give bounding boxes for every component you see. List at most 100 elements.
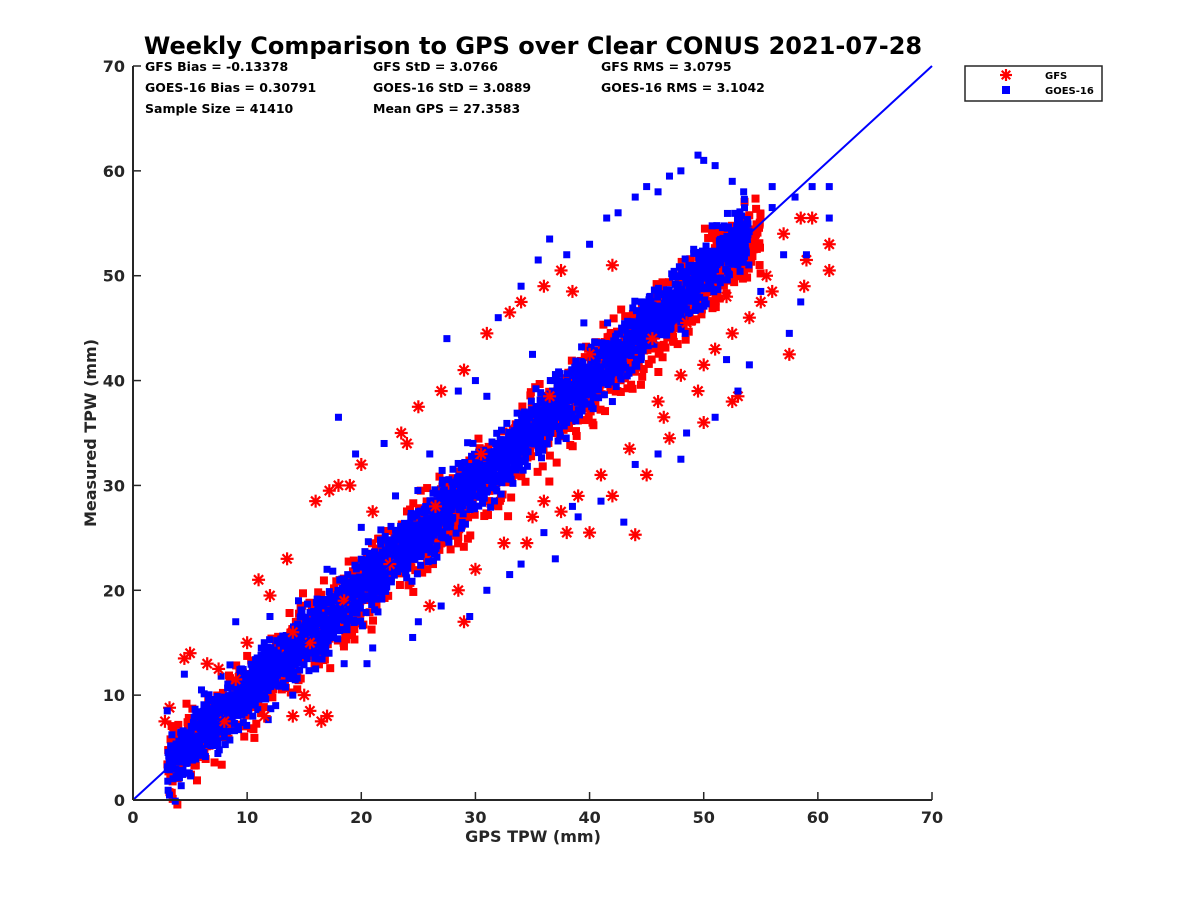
gfs-point	[708, 342, 722, 356]
gfs-cloud-point	[339, 638, 348, 647]
goes-cloud-point	[245, 707, 253, 715]
goes-cloud-point	[512, 464, 520, 472]
goes-cloud-point	[679, 295, 687, 303]
stat-goes-bias: GOES-16 Bias = 0.30791	[145, 80, 316, 95]
goes-cloud-point	[691, 272, 699, 280]
goes-cloud-point	[650, 286, 658, 294]
goes-cloud-point	[516, 421, 524, 429]
goes-cloud-point	[662, 323, 670, 331]
goes-cloud-point	[208, 709, 216, 717]
goes-cloud-point	[187, 722, 195, 730]
goes-cloud-point	[341, 584, 349, 592]
x-tick-label: 40	[578, 808, 600, 827]
gfs-cloud-point	[738, 274, 747, 283]
goes-point	[220, 733, 228, 741]
goes-cloud-point	[266, 636, 274, 644]
goes-point	[734, 387, 742, 395]
goes-point	[546, 235, 554, 243]
gfs-cloud-point	[192, 776, 201, 785]
goes-cloud-point	[260, 651, 268, 659]
gfs-point	[366, 505, 380, 519]
gfs-cloud-point	[407, 563, 416, 572]
goes-cloud-point	[440, 508, 448, 516]
goes-cloud-point	[602, 339, 610, 347]
gfs-cloud-point	[240, 732, 249, 741]
gfs-cloud-point	[527, 452, 536, 461]
goes-cloud-point	[221, 697, 229, 705]
goes-cloud-point	[681, 315, 689, 323]
gfs-cloud-point	[715, 228, 724, 237]
goes-cloud-point	[378, 595, 386, 603]
goes-cloud-point	[551, 419, 559, 427]
goes-point	[580, 319, 588, 327]
goes-cloud-point	[681, 255, 689, 263]
goes-cloud-point	[643, 326, 651, 334]
goes-cloud-point	[587, 385, 595, 393]
goes-point	[551, 555, 559, 563]
gfs-series	[158, 211, 836, 728]
goes-cloud-point	[504, 454, 512, 462]
goes-cloud-point	[262, 695, 270, 703]
goes-cloud-point	[432, 510, 440, 518]
gfs-cloud-point	[250, 733, 259, 742]
gfs-cloud-point	[580, 416, 589, 425]
goes-point	[768, 183, 776, 191]
legend-goes-square-marker	[1002, 86, 1010, 94]
goes-cloud-point	[291, 660, 299, 668]
goes-cloud-point	[285, 675, 293, 683]
goes-cloud-point	[650, 340, 658, 348]
goes-cloud-point	[405, 529, 413, 537]
goes-cloud-point	[573, 393, 581, 401]
goes-cloud-point	[606, 347, 614, 355]
gfs-cloud-point	[644, 359, 653, 368]
gfs-cloud-point	[247, 656, 256, 665]
goes-cloud-point	[655, 326, 663, 334]
goes-cloud-point	[259, 664, 267, 672]
gfs-point	[457, 363, 471, 377]
y-tick-label: 10	[103, 686, 125, 705]
goes-cloud-point	[651, 307, 659, 315]
goes-cloud-point	[678, 272, 686, 280]
goes-cloud-point	[271, 676, 279, 684]
goes-cloud-point	[234, 723, 242, 731]
gfs-cloud-point	[567, 356, 576, 365]
goes-cloud-point	[300, 643, 308, 651]
gfs-cloud-point	[512, 470, 521, 479]
goes-cloud-point	[546, 377, 554, 385]
goes-cloud-point	[572, 368, 580, 376]
goes-cloud-point	[654, 302, 662, 310]
gfs-cloud-point	[475, 444, 484, 453]
gfs-cloud-point	[686, 255, 695, 264]
goes-cloud-point	[326, 592, 334, 600]
goes-cloud-point	[250, 687, 258, 695]
goes-point	[654, 450, 662, 458]
gfs-cloud-point	[293, 685, 302, 694]
goes-cloud-point	[714, 252, 722, 260]
goes-cloud-point	[695, 264, 703, 272]
goes-cloud-point	[372, 551, 380, 559]
goes-cloud-point	[533, 414, 541, 422]
goes-cloud-point	[357, 595, 365, 603]
gfs-cloud-point	[535, 380, 544, 389]
goes-cloud-point	[449, 465, 457, 473]
gfs-cloud-point	[621, 312, 630, 321]
x-tick-label: 20	[350, 808, 372, 827]
x-tick-label: 50	[693, 808, 715, 827]
gfs-cloud-point	[459, 542, 468, 551]
goes-cloud-point	[734, 261, 742, 269]
x-tick-label: 0	[127, 808, 138, 827]
legend: GFS GOES-16	[964, 65, 1103, 102]
goes-cloud-point	[226, 692, 234, 700]
goes-point	[483, 586, 491, 594]
goes-cloud-point	[422, 503, 430, 511]
goes-cloud-point	[603, 359, 611, 367]
goes-point	[683, 429, 691, 437]
goes-cloud-point	[554, 437, 562, 445]
goes-cloud-point	[433, 542, 441, 550]
goes-cloud-point	[488, 484, 496, 492]
gfs-point	[782, 347, 796, 361]
goes-cloud-point	[513, 409, 521, 417]
gfs-cloud-point	[319, 576, 328, 585]
goes-cloud-point	[387, 522, 395, 530]
